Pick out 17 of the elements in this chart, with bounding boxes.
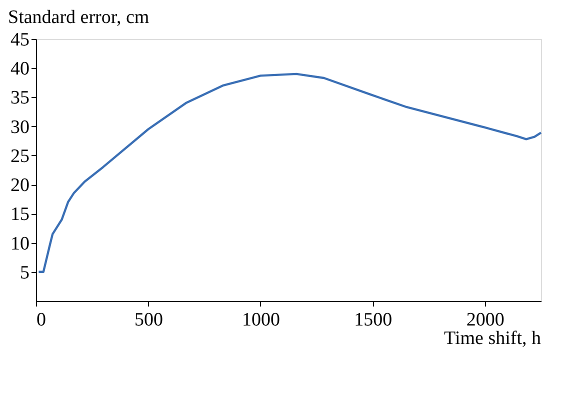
y-tick-label: 45 xyxy=(10,30,30,50)
y-tick-label: 5 xyxy=(20,262,30,284)
x-tick-label: 2000 xyxy=(466,310,504,330)
line-series xyxy=(38,72,542,273)
y-tick-label: 30 xyxy=(10,116,30,138)
y-tick-label: 25 xyxy=(10,146,30,167)
x-tick-label: 500 xyxy=(134,310,163,330)
x-tick-label: 1500 xyxy=(354,310,392,330)
y-tick-label: 10 xyxy=(10,233,30,254)
y-axis-title: Standard error, cm xyxy=(8,7,150,28)
y-tick-label: 40 xyxy=(10,58,30,80)
y-tick-label: 15 xyxy=(10,204,30,226)
y-tick-label: 35 xyxy=(10,88,30,109)
y-tick-label: 20 xyxy=(10,175,30,196)
x-tick-label: 1000 xyxy=(242,310,280,330)
x-axis-title: Time shift, h xyxy=(444,328,542,349)
x-tick-label: 0 xyxy=(36,310,46,330)
